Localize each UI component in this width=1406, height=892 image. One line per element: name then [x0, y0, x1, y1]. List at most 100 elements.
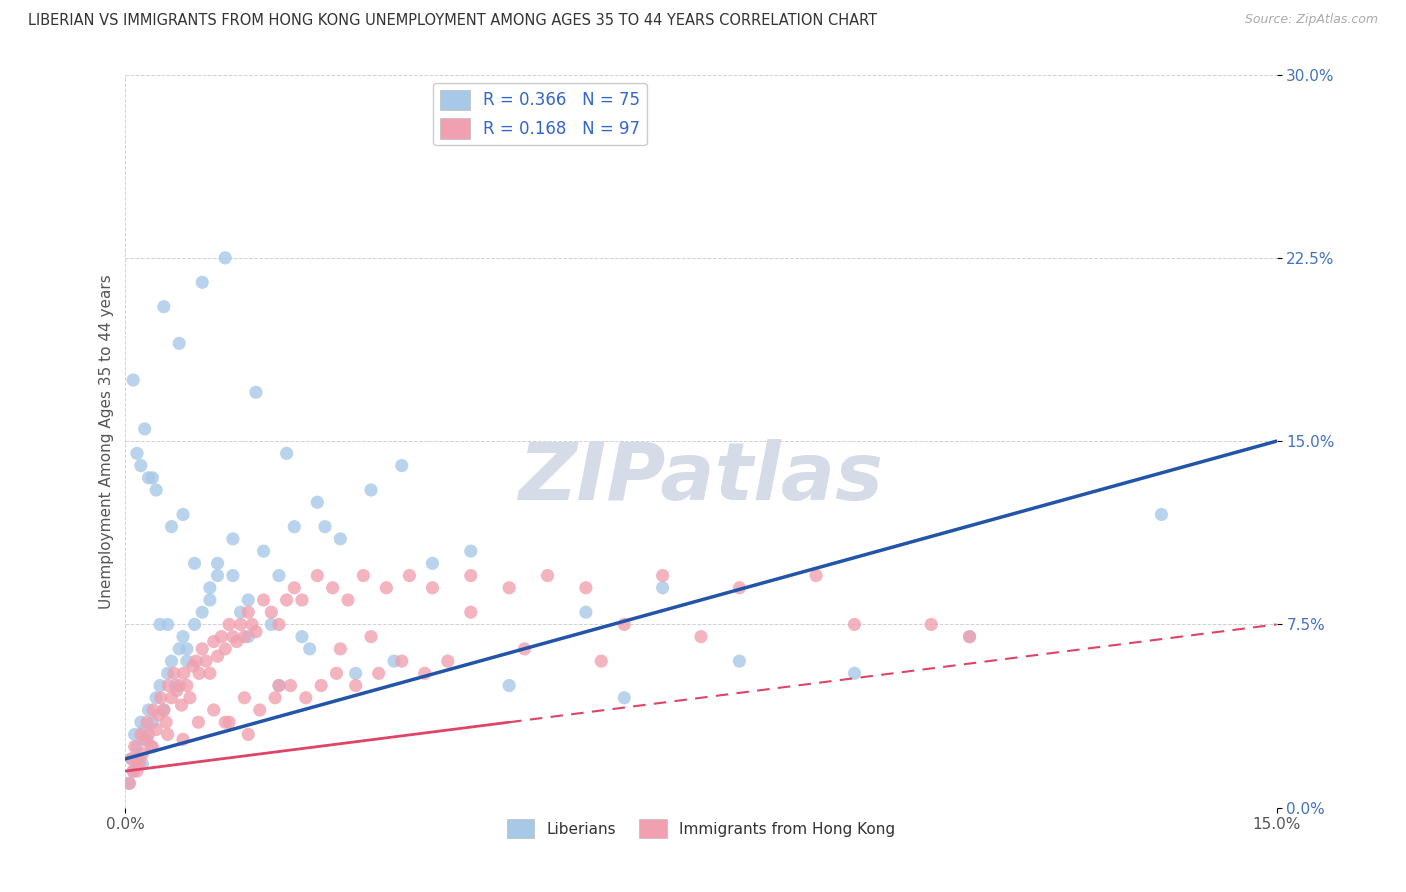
Point — [267, 679, 290, 693]
Point — [959, 630, 981, 644]
Point — [145, 723, 167, 737]
Point — [207, 649, 229, 664]
Point — [155, 715, 177, 730]
Point — [267, 617, 290, 632]
Point — [651, 568, 673, 582]
Point — [238, 727, 260, 741]
Point — [391, 654, 413, 668]
Point — [575, 581, 598, 595]
Point — [183, 557, 205, 571]
Point — [172, 630, 194, 644]
Point — [460, 544, 482, 558]
Point — [276, 446, 298, 460]
Point — [436, 654, 458, 668]
Point — [156, 666, 179, 681]
Legend: Liberians, Immigrants from Hong Kong: Liberians, Immigrants from Hong Kong — [501, 814, 901, 844]
Point — [337, 593, 360, 607]
Point — [138, 471, 160, 485]
Point — [125, 752, 148, 766]
Point — [329, 641, 352, 656]
Point — [920, 617, 942, 632]
Point — [252, 544, 274, 558]
Point — [322, 581, 344, 595]
Point — [329, 532, 352, 546]
Point — [222, 568, 245, 582]
Point — [209, 630, 232, 644]
Point — [214, 641, 236, 656]
Point — [591, 654, 613, 668]
Point — [167, 679, 190, 693]
Point — [298, 641, 321, 656]
Point — [222, 630, 245, 644]
Point — [245, 624, 267, 639]
Point — [344, 679, 367, 693]
Point — [191, 605, 214, 619]
Point — [166, 683, 188, 698]
Point — [260, 617, 283, 632]
Point — [128, 752, 150, 766]
Y-axis label: Unemployment Among Ages 35 to 44 years: Unemployment Among Ages 35 to 44 years — [100, 274, 114, 608]
Point — [184, 654, 207, 668]
Point — [238, 630, 260, 644]
Point — [498, 679, 520, 693]
Point — [134, 723, 156, 737]
Point — [498, 581, 520, 595]
Point — [229, 605, 252, 619]
Point — [172, 732, 194, 747]
Point — [294, 690, 316, 705]
Point — [153, 703, 176, 717]
Point — [413, 666, 436, 681]
Point — [844, 617, 866, 632]
Point — [141, 739, 163, 754]
Point — [131, 747, 153, 761]
Point — [124, 739, 146, 754]
Point — [202, 703, 225, 717]
Point — [176, 654, 198, 668]
Point — [128, 756, 150, 771]
Point — [283, 519, 305, 533]
Point — [352, 568, 374, 582]
Point — [375, 581, 398, 595]
Point — [260, 605, 283, 619]
Point — [276, 593, 298, 607]
Point — [165, 679, 187, 693]
Point — [536, 568, 558, 582]
Point — [264, 690, 287, 705]
Point — [157, 679, 180, 693]
Point — [125, 446, 148, 460]
Point — [245, 385, 267, 400]
Point — [142, 703, 165, 717]
Point — [382, 654, 405, 668]
Point — [240, 617, 263, 632]
Point — [238, 593, 260, 607]
Point — [309, 679, 332, 693]
Point — [460, 568, 482, 582]
Point — [148, 707, 170, 722]
Point — [121, 752, 143, 766]
Point — [129, 458, 152, 473]
Point — [129, 727, 152, 741]
Point — [167, 336, 190, 351]
Point — [160, 519, 183, 533]
Point — [267, 679, 290, 693]
Point — [149, 690, 172, 705]
Point — [218, 617, 240, 632]
Point — [181, 659, 204, 673]
Point — [160, 690, 183, 705]
Point — [238, 605, 260, 619]
Point — [229, 617, 252, 632]
Point — [513, 641, 536, 656]
Point — [149, 679, 172, 693]
Point — [149, 617, 172, 632]
Point — [176, 641, 198, 656]
Point — [122, 764, 145, 778]
Point — [202, 634, 225, 648]
Point — [156, 727, 179, 741]
Point — [398, 568, 420, 582]
Point — [122, 764, 145, 778]
Point — [160, 654, 183, 668]
Text: ZIPatlas: ZIPatlas — [519, 439, 883, 516]
Point — [145, 483, 167, 497]
Point — [233, 630, 256, 644]
Point — [651, 581, 673, 595]
